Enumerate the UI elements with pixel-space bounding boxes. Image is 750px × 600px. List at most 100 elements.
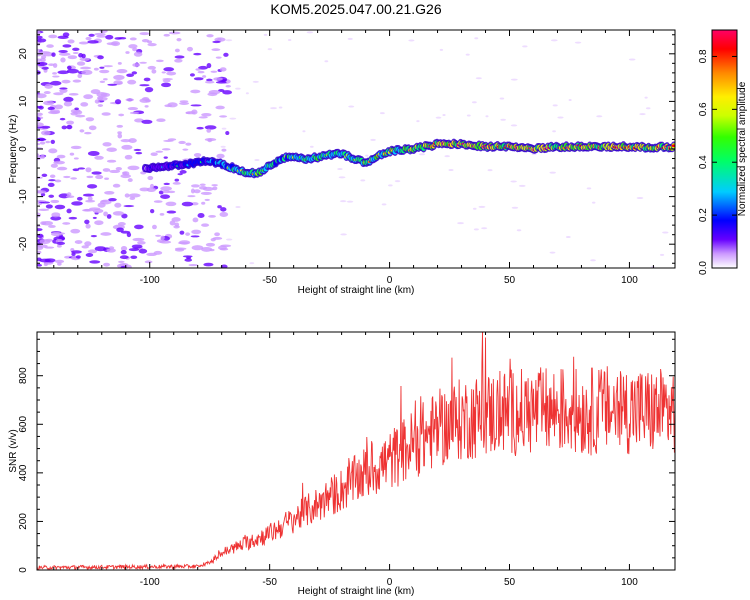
noise-speckle [444, 155, 451, 158]
noise-speckle [191, 245, 204, 251]
noise-speckle [63, 96, 74, 103]
noise-speckle [270, 107, 277, 110]
noise-speckle [518, 184, 526, 187]
noise-speckle [134, 224, 144, 230]
noise-speckle [510, 180, 517, 183]
noise-speckle [219, 115, 228, 118]
noise-speckle [106, 147, 117, 152]
noise-speckle [522, 45, 528, 48]
noise-speckle [63, 175, 71, 179]
noise-speckle [202, 75, 207, 78]
noise-speckle [40, 125, 51, 129]
noise-speckle [83, 94, 94, 100]
noise-speckle [199, 186, 207, 190]
noise-speckle [106, 214, 112, 219]
noise-speckle [158, 190, 164, 195]
noise-speckle [105, 34, 114, 40]
noise-speckle [193, 77, 204, 81]
noise-speckle [41, 66, 49, 70]
x-tick-label: -100 [140, 275, 160, 286]
noise-speckle [135, 151, 143, 155]
noise-speckle [116, 227, 124, 233]
noise-speckle [75, 255, 81, 259]
noise-speckle [229, 117, 237, 120]
noise-speckle [37, 48, 41, 51]
noise-speckle [40, 130, 51, 136]
noise-speckle [139, 32, 150, 36]
noise-speckle [174, 178, 180, 182]
noise-speckle [659, 253, 665, 256]
noise-speckle [129, 196, 136, 201]
noise-speckle [123, 205, 135, 208]
noise-speckle [120, 230, 131, 234]
noise-speckle [94, 220, 104, 226]
noise-speckle [67, 55, 78, 60]
noise-speckle [37, 190, 47, 194]
noise-speckle [52, 72, 58, 75]
noise-speckle [190, 89, 201, 94]
noise-speckle [88, 33, 95, 37]
noise-speckle [153, 200, 163, 203]
noise-speckle [114, 99, 122, 105]
noise-speckle [156, 239, 166, 243]
noise-speckle [552, 104, 558, 107]
noise-speckle [72, 52, 79, 55]
noise-speckle [235, 87, 241, 90]
noise-speckle [133, 51, 143, 57]
noise-speckle [68, 216, 78, 220]
noise-speckle [206, 128, 212, 133]
noise-speckle [221, 127, 227, 130]
noise-speckle [645, 107, 651, 110]
noise-speckle [128, 44, 138, 49]
noise-speckle [127, 107, 139, 111]
noise-speckle [101, 112, 111, 116]
noise-speckle [457, 222, 464, 225]
noise-speckle [43, 91, 51, 95]
noise-speckle [67, 39, 75, 44]
noise-speckle [186, 256, 192, 260]
noise-speckle [124, 193, 130, 198]
noise-speckle [66, 124, 73, 130]
noise-speckle [72, 47, 80, 52]
noise-speckle [163, 182, 170, 186]
noise-speckle [639, 113, 646, 116]
noise-speckle [174, 222, 180, 227]
noise-speckle [168, 31, 181, 35]
noise-speckle [126, 232, 132, 238]
noise-speckle [40, 192, 46, 197]
noise-speckle [57, 70, 70, 75]
noise-speckle [155, 150, 164, 153]
noise-speckle [201, 201, 206, 205]
noise-speckle [38, 105, 44, 110]
noise-speckle [161, 148, 171, 151]
spectrogram-xlabel: Height of straight line (km) [298, 285, 415, 296]
x-tick-label: 0 [387, 275, 393, 286]
noise-speckle [206, 62, 212, 69]
y-tick-label: 800 [18, 367, 29, 384]
noise-speckle [113, 74, 125, 80]
noise-speckle [128, 193, 141, 198]
noise-speckle [348, 105, 355, 108]
noise-speckle [120, 246, 128, 252]
noise-speckle [219, 67, 227, 72]
noise-speckle [48, 110, 60, 115]
noise-speckle [516, 229, 522, 232]
noise-speckle [108, 198, 117, 202]
noise-speckle [147, 65, 156, 70]
noise-speckle [475, 77, 482, 80]
noise-speckle [95, 174, 104, 180]
colorbar: 0.0 0.2 0.4 0.6 0.8 Normalized spectral ampl… [698, 29, 748, 275]
noise-speckle [59, 87, 68, 90]
noise-speckle [213, 77, 223, 81]
x-tick-label: 100 [621, 275, 638, 286]
noise-speckle [132, 237, 145, 242]
noise-speckle [177, 173, 183, 176]
noise-speckle [147, 40, 153, 44]
noise-speckle [152, 224, 157, 230]
spectrogram-marks [37, 30, 675, 268]
noise-speckle [179, 100, 189, 103]
noise-speckle [127, 178, 133, 183]
noise-speckle [97, 55, 104, 60]
noise-speckle [48, 34, 58, 39]
